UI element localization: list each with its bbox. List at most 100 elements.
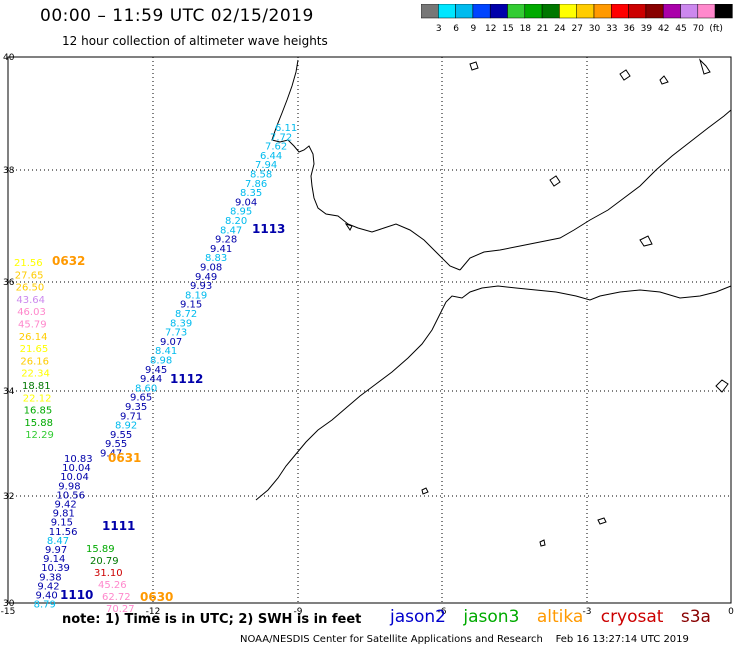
map-frame [7, 56, 732, 604]
wave-height-label: 9.55 [105, 439, 127, 450]
legend-label: 70 [693, 24, 705, 34]
legend-label: 21 [537, 24, 548, 34]
legend-label: 18 [520, 24, 532, 34]
wave-height-label: 10.83 [64, 454, 93, 465]
wave-height-label: 15.88 [24, 418, 53, 429]
legend-swatch [714, 4, 733, 19]
legend-label: 36 [623, 24, 635, 34]
wave-height-label: 9.81 [53, 509, 75, 520]
y-tick-label: 40 [3, 53, 15, 63]
x-tick-label: -6 [438, 607, 447, 617]
wave-height-label: 70.27 [106, 604, 135, 615]
legend-label: 27 [571, 24, 582, 34]
wave-height-label: 9.35 [125, 402, 147, 413]
pass-time-label: 1112 [170, 372, 203, 386]
sat-jason2: jason2 [390, 607, 446, 627]
wave-height-label: 8.19 [185, 290, 207, 301]
wave-height-label: 9.44 [140, 374, 162, 385]
y-tick-labels: 40 38 36 34 32 30 [3, 53, 15, 609]
wave-height-label: 9.42 [55, 500, 77, 511]
wave-height-label: 8.41 [155, 346, 177, 357]
wave-height-label: 9.55 [110, 430, 132, 441]
y-tick-label: 34 [3, 387, 15, 397]
page-title: 00:00 – 11:59 UTC 02/15/2019 [40, 6, 314, 26]
wave-height-label: 8.35 [240, 188, 262, 199]
wave-height-label: 22.12 [23, 393, 52, 404]
wave-height-label: 8.60 [135, 383, 157, 394]
legend-label: 3 [436, 24, 442, 34]
legend-label: 42 [658, 24, 669, 34]
legend-label: 12 [485, 24, 496, 34]
pass-time-labels: 1113 0632 1112 0631 1111 1110 0630 [52, 222, 285, 604]
sat-altika: altika [536, 607, 584, 627]
credit-line: NOAA/NESDIS Center for Satellite Applica… [240, 634, 689, 645]
legend-label: 30 [589, 24, 601, 34]
legend-swatches [421, 4, 733, 19]
x-tick-label: -3 [583, 607, 592, 617]
wave-height-label: 11.56 [49, 527, 78, 538]
wave-height-label: 9.45 [145, 365, 167, 376]
x-tick-label: -15 [1, 607, 16, 617]
wave-height-label: 9.65 [130, 393, 152, 404]
wave-height-label: 9.14 [43, 554, 65, 565]
wave-height-label: 12.29 [25, 430, 54, 441]
pass-time-label: 0632 [52, 254, 85, 268]
sat-s3a: s3a [680, 607, 711, 627]
pass-time-label: 0630 [140, 590, 173, 604]
wave-height-label: 9.08 [200, 263, 222, 274]
wave-height-label: 9.04 [235, 197, 257, 208]
wave-height-label: 8.83 [205, 253, 227, 264]
wave-height-label: 21.65 [20, 344, 49, 355]
wave-height-label: 26.50 [16, 283, 45, 294]
wave-height-label: 8.20 [225, 216, 247, 227]
wave-height-label: 8.79 [34, 600, 56, 611]
wave-height-label: 9.38 [39, 572, 61, 583]
wave-height-label: 9.49 [195, 272, 217, 283]
wave-height-label: 8.58 [250, 170, 272, 181]
wave-height-label: 10.56 [56, 490, 85, 501]
wave-height-label: 10.04 [62, 463, 91, 474]
wave-height-label: 9.28 [215, 235, 237, 246]
wave-height-label: 6.44 [260, 151, 282, 162]
legend-labels: 3 6 9 12 15 18 21 24 27 30 33 36 39 42 45 70 (ft) [436, 24, 723, 34]
legend-label: 33 [606, 24, 617, 34]
wave-height-label: 8.72 [175, 309, 197, 320]
wave-height-label: 9.71 [120, 411, 142, 422]
sat-jason3: jason3 [463, 607, 520, 627]
wave-height-label: 21.56 [14, 258, 43, 269]
wave-height-label: 8.39 [170, 318, 192, 329]
wave-height-label: 45.26 [98, 580, 127, 591]
satellite-key: jason2 jason3 altika cryosat s3a [390, 607, 723, 627]
wave-height-label: 9.47 [100, 449, 122, 460]
wave-height-label: 15.89 [86, 544, 115, 555]
lat-lon-grid [8, 57, 731, 603]
wave-height-label: 10.04 [60, 472, 89, 483]
wave-height-label: 9.15 [51, 518, 73, 529]
legend-label: 6 [453, 24, 459, 34]
legend-label: 24 [554, 24, 566, 34]
sat-cryosat: cryosat [600, 607, 664, 627]
wave-height-label: 27.65 [15, 270, 44, 281]
pass-time-label: 1113 [252, 222, 285, 236]
wave-height-label: 9.98 [58, 481, 80, 492]
wave-height-label: 8.47 [47, 536, 69, 547]
y-tick-label: 32 [3, 492, 14, 502]
wave-height-label: 6.11 [275, 123, 297, 134]
wave-height-label: 9.93 [190, 281, 212, 292]
y-tick-label: 38 [3, 166, 15, 176]
wave-height-label: 7.86 [245, 179, 267, 190]
wave-height-label: 8.92 [115, 421, 137, 432]
coastline [255, 58, 732, 547]
page-subtitle: 12 hour collection of altimeter wave hei… [62, 34, 328, 48]
wave-height-label: 31.10 [94, 568, 123, 579]
x-tick-label: 0 [728, 607, 734, 617]
wave-height-label: 9.97 [45, 545, 67, 556]
pass-time-label: 1111 [102, 519, 135, 533]
y-tick-label: 30 [3, 599, 15, 609]
x-tick-label: -12 [146, 607, 161, 617]
wave-height-label: 7.72 [270, 132, 292, 143]
wave-height-label: 8.98 [150, 356, 172, 367]
wave-height-label: 62.72 [102, 592, 131, 603]
wave-height-label: 9.07 [160, 337, 182, 348]
wave-height-label: 7.73 [165, 328, 187, 339]
